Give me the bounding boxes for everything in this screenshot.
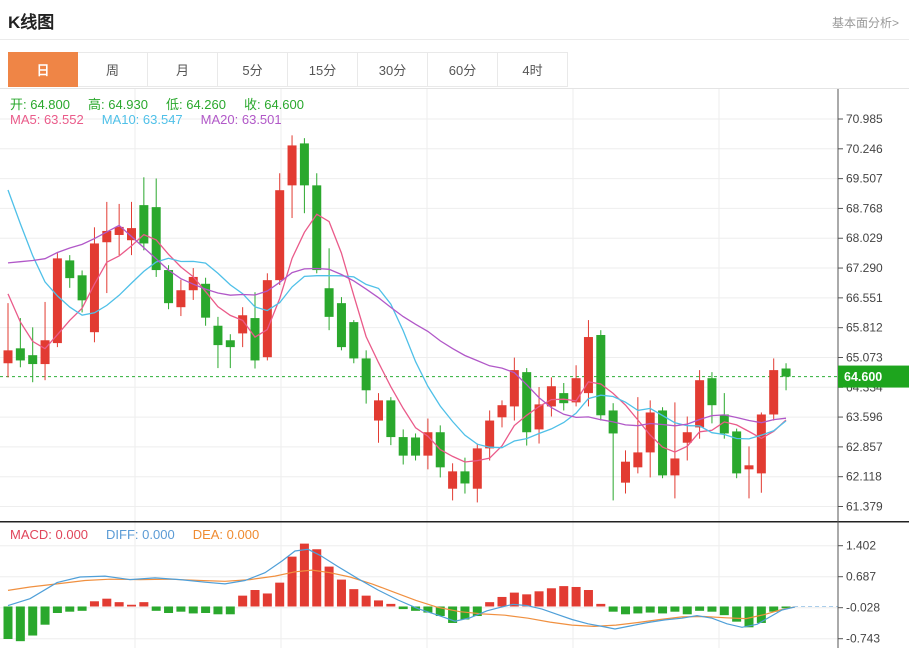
svg-text:70.246: 70.246: [846, 142, 883, 156]
tab-4hour[interactable]: 4时: [498, 52, 568, 87]
page-header: K线图 基本面分析>: [0, 0, 909, 40]
svg-text:63.596: 63.596: [846, 410, 883, 424]
page-title: K线图: [8, 13, 55, 32]
macd-macd: MACD: 0.000: [10, 527, 89, 542]
svg-text:65.073: 65.073: [846, 350, 883, 364]
candlestick-chart[interactable]: 70.985 70.246 69.507 68.768 68.029 67.290 66.5…: [0, 89, 909, 521]
current-price-badge-label: 64.600: [844, 370, 882, 384]
svg-text:68.029: 68.029: [846, 231, 883, 245]
macd-dea: DEA: 0.000: [192, 527, 260, 542]
svg-text:61.379: 61.379: [846, 500, 883, 514]
macd-y-tick-labels: 1.402 0.687 -0.028 -0.743: [838, 539, 880, 646]
ma-ma10: MA10: 63.547: [101, 112, 183, 127]
tab-day[interactable]: 日: [8, 52, 78, 87]
tab-30min[interactable]: 30分: [358, 52, 428, 87]
current-price-badge: [838, 365, 909, 388]
fundamental-analysis-link[interactable]: 基本面分析>: [831, 16, 899, 30]
svg-text:1.402: 1.402: [846, 539, 876, 553]
main-gridlines: [0, 89, 838, 521]
macd-info-row: MACD: 0.000 DIFF: 0.000 DEA: 0.000: [10, 527, 277, 542]
svg-text:67.290: 67.290: [846, 261, 883, 275]
ohlc-high: 高: 64.930: [88, 97, 148, 112]
svg-text:70.985: 70.985: [846, 112, 883, 126]
svg-text:-0.028: -0.028: [846, 601, 880, 615]
macd-histogram: [3, 543, 791, 642]
tab-15min[interactable]: 15分: [288, 52, 358, 87]
ohlc-close: 收: 64.600: [244, 97, 304, 112]
tab-month[interactable]: 月: [148, 52, 218, 87]
svg-text:-0.743: -0.743: [846, 632, 880, 646]
period-tab-bar: 日周月 5分 15分 30分 60分 4时: [8, 52, 568, 87]
ma5-line: [7, 213, 787, 463]
svg-text:65.812: 65.812: [846, 321, 883, 335]
ma-info-row: MA5: 63.552 MA10: 63.547 MA20: 63.501: [10, 112, 300, 127]
ma10-line: [7, 189, 787, 449]
tabbar-divider: [0, 88, 909, 89]
svg-text:62.857: 62.857: [846, 440, 883, 454]
ma20-line: [7, 224, 787, 427]
svg-text:62.118: 62.118: [846, 470, 882, 484]
svg-text:0.687: 0.687: [846, 570, 876, 584]
candles: [3, 135, 791, 503]
macd-chart[interactable]: 1.402 0.687 -0.028 -0.743: [0, 521, 909, 648]
main-y-tick-labels: 70.985 70.246 69.507 68.768 68.029 67.290 66.5…: [838, 112, 883, 514]
svg-text:68.768: 68.768: [846, 201, 883, 215]
macd-diff: DIFF: 0.000: [106, 527, 175, 542]
ma-ma20: MA20: 63.501: [200, 112, 282, 127]
tab-5min[interactable]: 5分: [218, 52, 288, 87]
ohlc-low: 低: 64.260: [166, 97, 226, 112]
svg-text:69.507: 69.507: [846, 172, 883, 186]
ohlc-info-row: 开: 64.800 高: 64.930 低: 64.260 收: 64.600: [10, 94, 322, 113]
ohlc-open: 开: 64.800: [10, 97, 70, 112]
tab-60min[interactable]: 60分: [428, 52, 498, 87]
diff-line: [7, 548, 796, 630]
ma-ma5: MA5: 63.552: [10, 112, 84, 127]
dea-line: [7, 569, 796, 628]
svg-text:66.551: 66.551: [846, 291, 883, 305]
tab-week[interactable]: 周: [78, 52, 148, 87]
